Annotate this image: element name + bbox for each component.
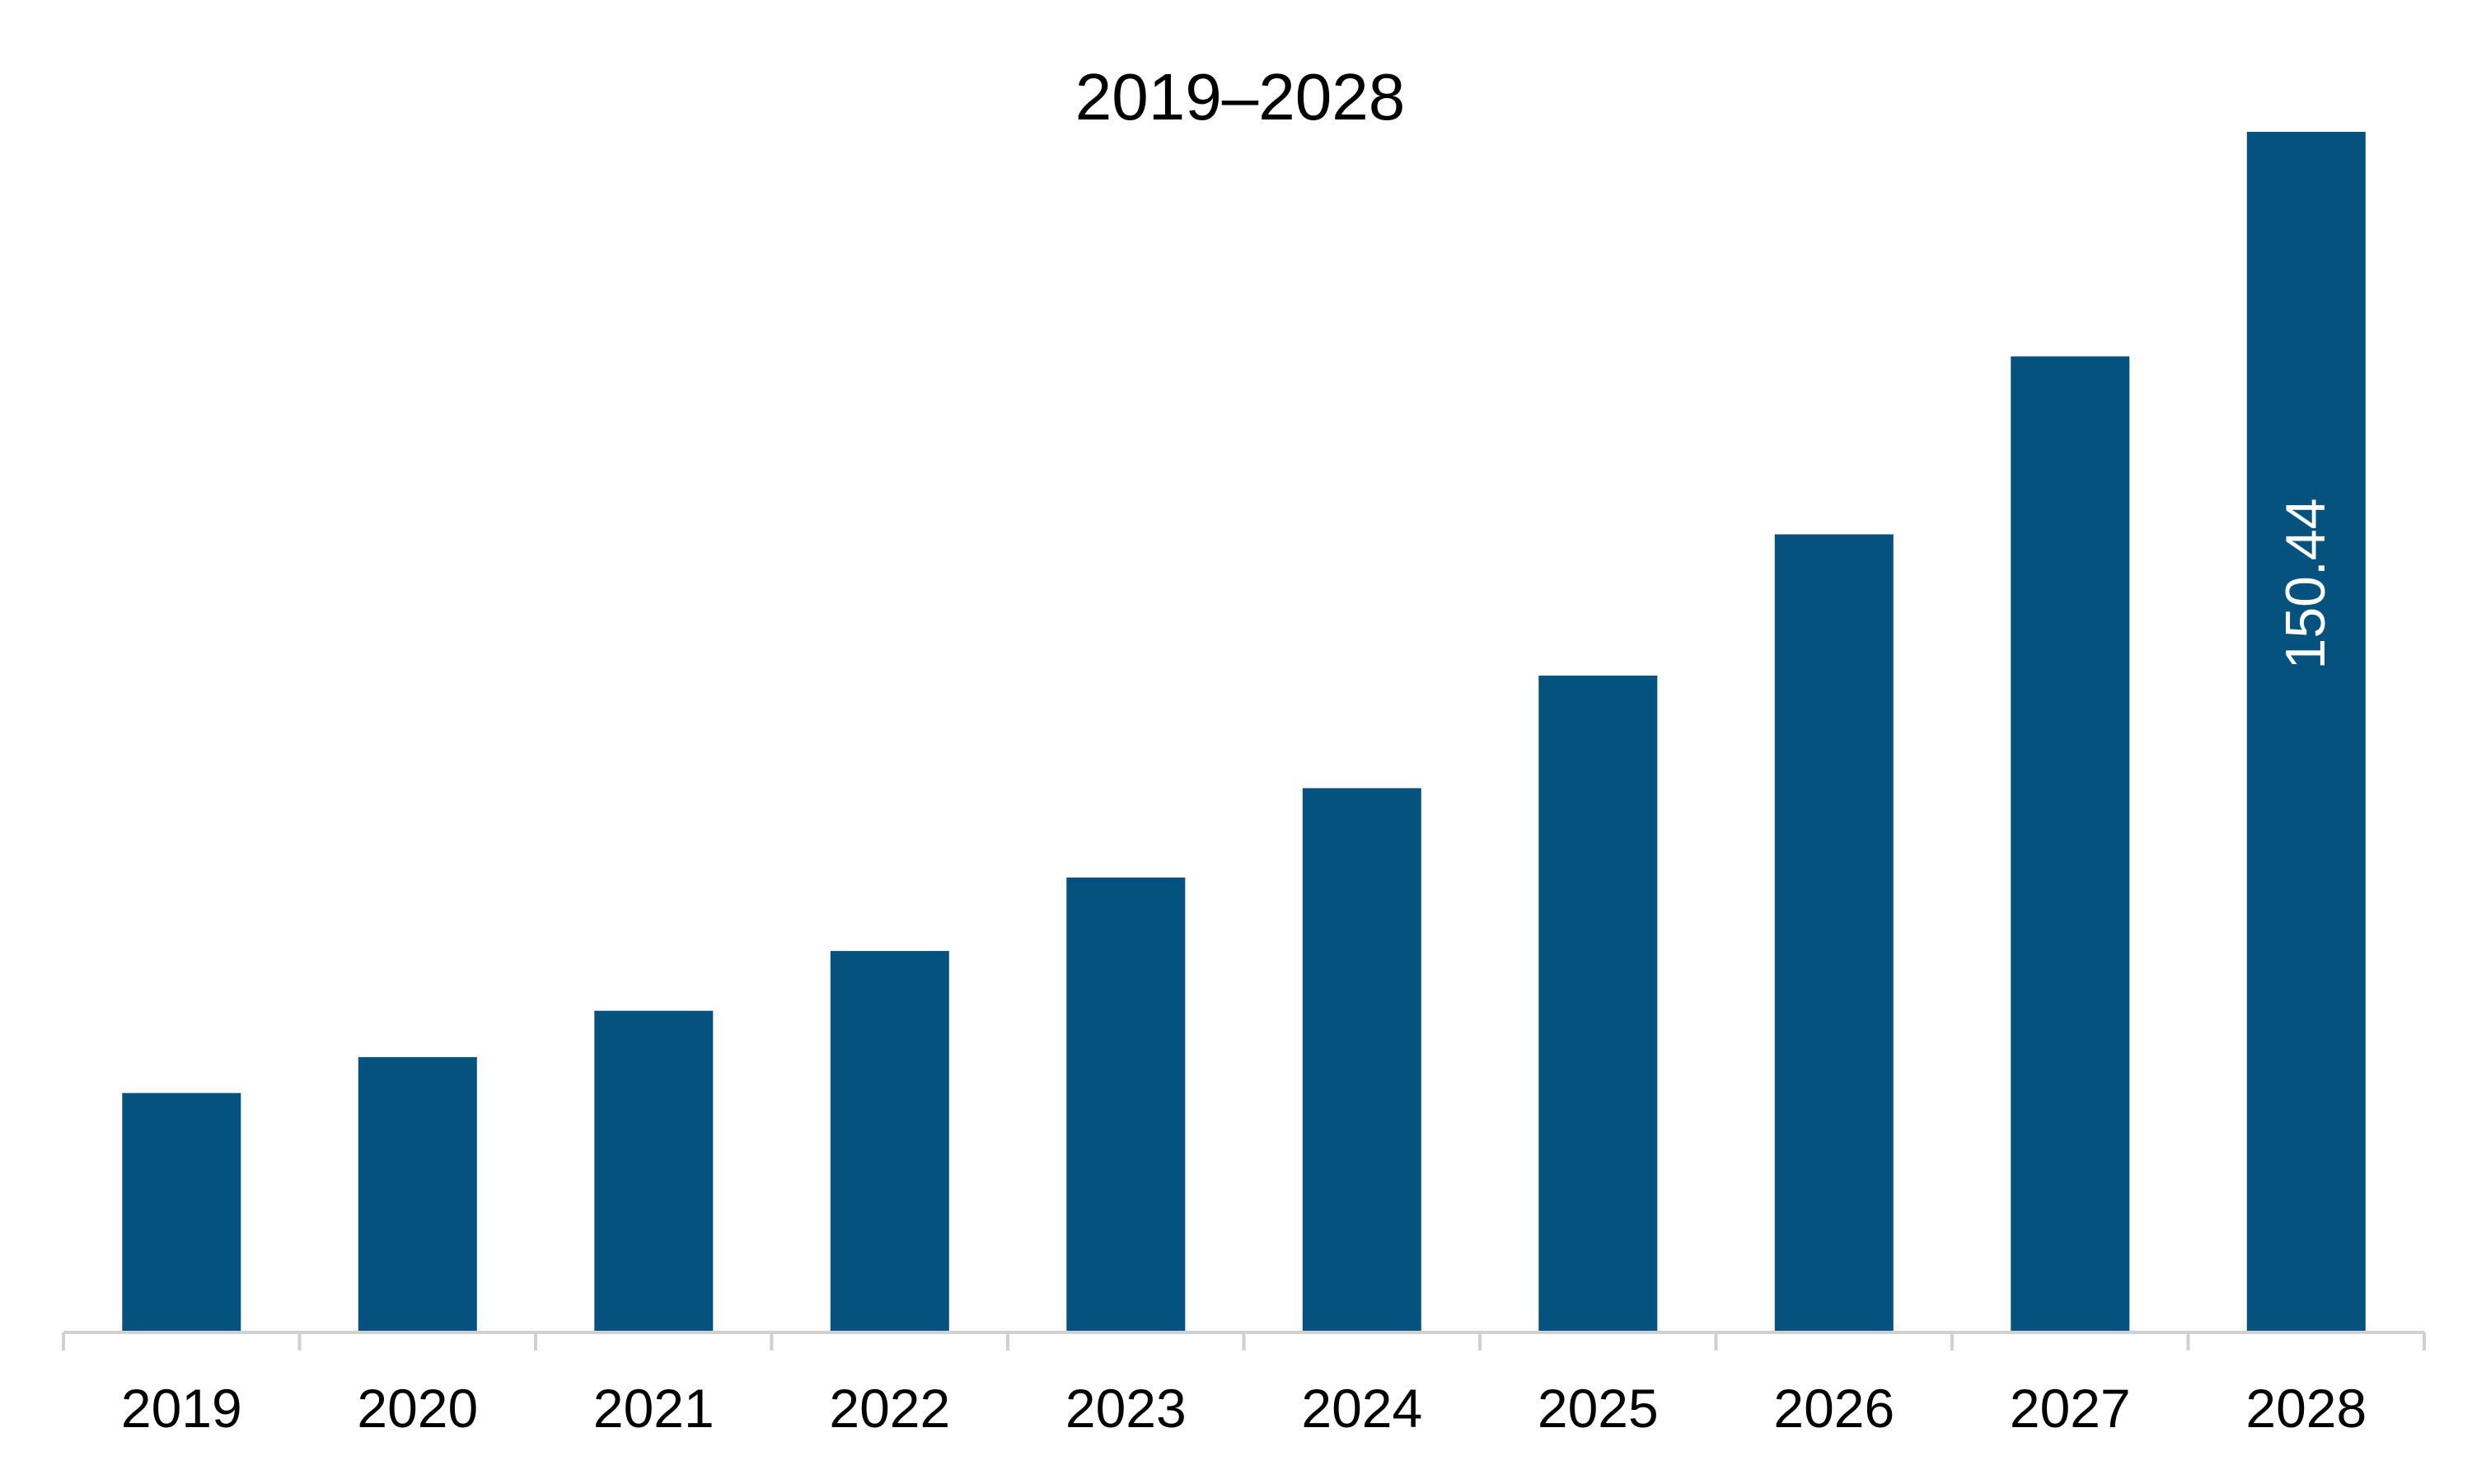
bar-2028 [2246, 132, 2366, 1332]
x-tick-label: 2020 [357, 1378, 478, 1439]
bar-2019 [122, 1093, 241, 1332]
x-tick-label: 2019 [121, 1378, 242, 1439]
x-tick-label: 2022 [829, 1378, 950, 1439]
data-label-2028: 150.44 [2274, 499, 2337, 670]
bar-2021 [594, 1010, 714, 1332]
bars-layer [122, 132, 2366, 1332]
x-tick-labels: 2019 2020 2021 2022 2023 2024 2025 2026 2027 2028 [121, 1378, 2367, 1439]
bar-2022 [830, 951, 949, 1332]
x-axis [62, 1331, 2426, 1351]
x-tick-label: 2028 [2245, 1378, 2367, 1439]
x-tick-label: 2021 [593, 1378, 714, 1439]
bar-2024 [1302, 788, 1421, 1332]
bar-2027 [2011, 356, 2130, 1332]
bar-2025 [1538, 675, 1658, 1332]
data-labels: 150.44 [2274, 499, 2337, 670]
bar-2020 [358, 1056, 477, 1332]
x-tick-label: 2025 [1538, 1378, 1659, 1439]
x-tick-label: 2026 [1773, 1378, 1894, 1439]
bar-2026 [1774, 534, 1894, 1332]
x-tick-label: 2023 [1065, 1378, 1187, 1439]
x-tick-label: 2024 [1301, 1378, 1422, 1439]
x-tick-label: 2027 [2010, 1378, 2131, 1439]
bar-2023 [1066, 878, 1186, 1332]
chart-title: 2019–2028 [1075, 60, 1405, 133]
